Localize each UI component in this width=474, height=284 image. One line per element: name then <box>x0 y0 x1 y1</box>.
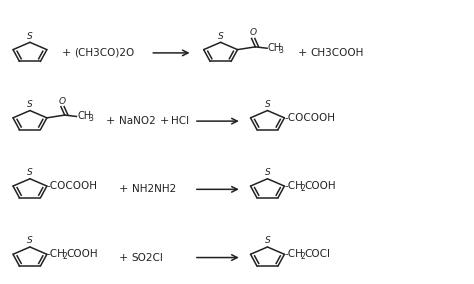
Text: S: S <box>27 168 33 177</box>
Text: -COCOOH: -COCOOH <box>47 181 98 191</box>
Text: COOH: COOH <box>66 249 98 259</box>
Text: S: S <box>27 100 33 109</box>
Text: +: + <box>119 184 128 194</box>
Text: NaNO2: NaNO2 <box>119 116 155 126</box>
Text: +: + <box>160 116 169 126</box>
Text: CH: CH <box>268 43 282 53</box>
Text: +: + <box>119 252 128 262</box>
Text: HCl: HCl <box>172 116 190 126</box>
Text: S: S <box>264 168 270 177</box>
Text: COCl: COCl <box>304 249 330 259</box>
Text: S: S <box>264 100 270 109</box>
Text: -CH: -CH <box>284 181 303 191</box>
Text: 2: 2 <box>301 252 305 261</box>
Text: COOH: COOH <box>304 181 336 191</box>
Text: 3: 3 <box>88 114 93 123</box>
Text: -CH: -CH <box>284 249 303 259</box>
Text: S: S <box>27 236 33 245</box>
Text: S: S <box>218 32 223 41</box>
Text: -CH: -CH <box>47 249 66 259</box>
Text: +: + <box>62 48 72 58</box>
Text: O: O <box>249 28 256 37</box>
Text: CH3COOH: CH3COOH <box>310 48 364 58</box>
Text: SO2Cl: SO2Cl <box>132 252 164 262</box>
Text: S: S <box>27 32 33 41</box>
Text: +: + <box>298 48 307 58</box>
Text: NH2NH2: NH2NH2 <box>132 184 176 194</box>
Text: O: O <box>59 97 66 106</box>
Text: S: S <box>264 236 270 245</box>
Text: CH: CH <box>77 111 91 122</box>
Text: (CH3CO)2O: (CH3CO)2O <box>74 48 135 58</box>
Text: +: + <box>106 116 115 126</box>
Text: 2: 2 <box>301 184 305 193</box>
Text: -COCOOH: -COCOOH <box>284 113 336 123</box>
Text: 2: 2 <box>63 252 68 261</box>
Text: 3: 3 <box>279 46 283 55</box>
